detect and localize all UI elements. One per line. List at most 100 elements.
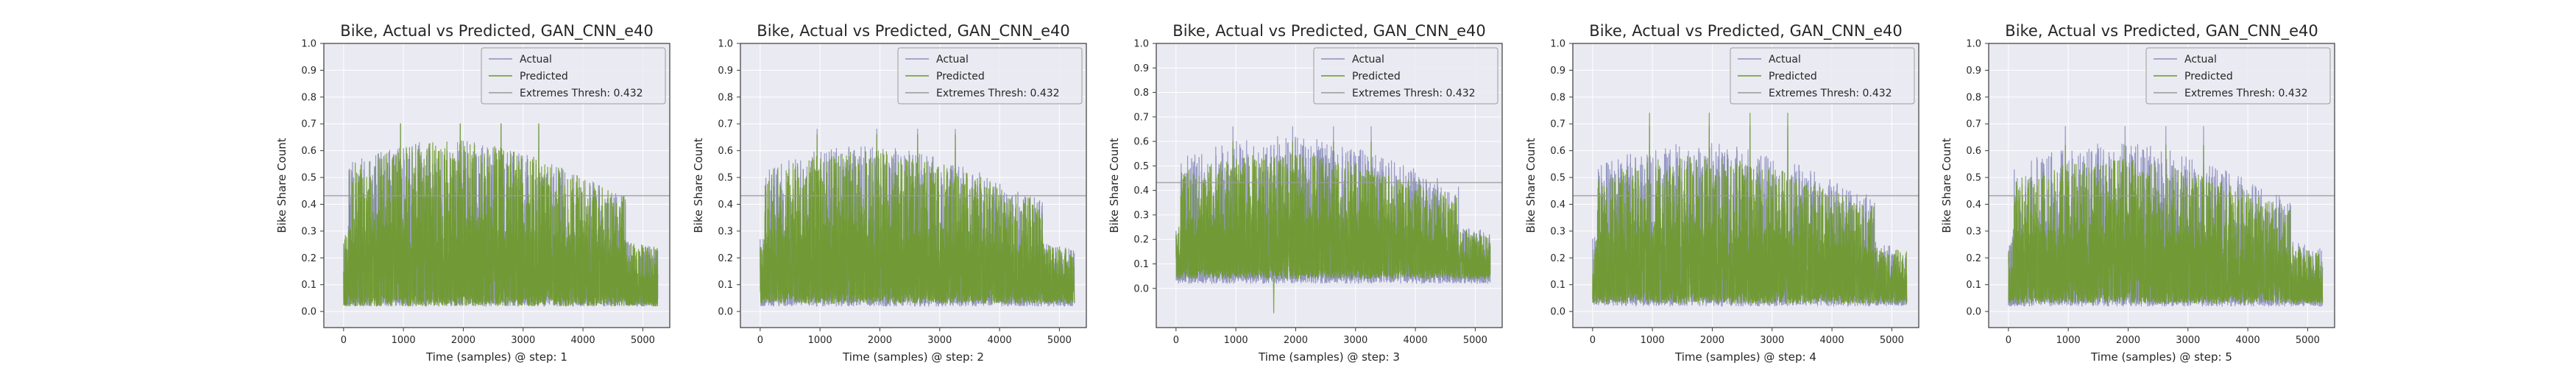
legend: Actual Predicted Extremes Thresh: 0.432 bbox=[1313, 47, 1498, 105]
predicted-series-line bbox=[760, 134, 1075, 304]
y-tick-label: 1.0 bbox=[301, 39, 316, 50]
y-tick-label: 0.3 bbox=[1133, 210, 1149, 221]
tick-labels: 0.0 0.1 0.2 0.3 0.4 0.5 0.6 0.7 0.8 0.9 1.0 0 1000 20… bbox=[1966, 39, 2320, 347]
predicted-series-line bbox=[343, 123, 659, 307]
y-tick-label: 0.5 bbox=[718, 173, 733, 184]
chart-title: Bike, Actual vs Predicted, GAN_CNN_e40 bbox=[757, 22, 1069, 40]
y-axis-label: Bike Share Count bbox=[275, 138, 289, 233]
x-tick-label: 3000 bbox=[1343, 335, 1367, 346]
chart-title: Bike, Actual vs Predicted, GAN_CNN_e40 bbox=[1172, 22, 1485, 40]
x-tick-label: 1000 bbox=[2056, 335, 2081, 346]
y-tick-label: 0.9 bbox=[1133, 63, 1149, 74]
x-tick-label: 1000 bbox=[1224, 335, 1248, 346]
legend-box bbox=[1313, 47, 1498, 105]
tick-labels: 0.0 0.1 0.2 0.3 0.4 0.5 0.6 0.7 0.8 0.9 1.0 0 1000 20… bbox=[718, 39, 1072, 347]
y-tick-label: 0.3 bbox=[1550, 226, 1565, 237]
y-tick-label: 0.8 bbox=[1550, 92, 1565, 103]
legend-predicted-label: Predicted bbox=[1352, 71, 1401, 82]
y-tick-label: 0.9 bbox=[301, 66, 316, 77]
legend-actual-label: Actual bbox=[936, 54, 969, 66]
axes-frame bbox=[1156, 43, 1503, 328]
axes-frame bbox=[1988, 43, 2335, 328]
chart-panel-2: 0.0 0.1 0.2 0.3 0.4 0.5 0.6 0.7 0.8 0.9 1.0 0 1000 20… bbox=[692, 22, 1087, 364]
tick-labels: 0.0 0.1 0.2 0.3 0.4 0.5 0.6 0.7 0.8 0.9 1.0 0 1000 20… bbox=[301, 39, 655, 347]
axes-frame bbox=[1572, 43, 1919, 328]
y-tick-label: 0.1 bbox=[1966, 280, 1981, 291]
y-tick-label: 1.0 bbox=[1133, 39, 1149, 50]
legend-threshold-label: Extremes Thresh: 0.432 bbox=[2184, 88, 2308, 99]
y-tick-label: 0.1 bbox=[1133, 259, 1149, 270]
x-tick-label: 4000 bbox=[1404, 335, 1428, 346]
y-tick-label: 1.0 bbox=[1550, 39, 1565, 50]
y-axis-label: Bike Share Count bbox=[1108, 138, 1121, 233]
legend-threshold-label: Extremes Thresh: 0.432 bbox=[1769, 88, 1892, 99]
y-tick-label: 0.4 bbox=[718, 199, 733, 211]
x-axis-label: Time (samples) @ step: 1 bbox=[425, 350, 567, 364]
x-tick-label: 1000 bbox=[808, 335, 832, 346]
legend-box bbox=[897, 47, 1083, 105]
x-tick-label: 5000 bbox=[1047, 335, 1072, 346]
x-tick-label: 5000 bbox=[631, 335, 655, 346]
y-tick-label: 0.6 bbox=[1133, 137, 1149, 148]
y-tick-label: 0.7 bbox=[301, 119, 316, 130]
data-series bbox=[1592, 113, 1908, 307]
x-tick-label: 0 bbox=[1173, 335, 1179, 346]
y-tick-label: 0.3 bbox=[1966, 226, 1981, 237]
y-tick-label: 0.0 bbox=[1550, 307, 1565, 318]
legend-predicted-label: Predicted bbox=[936, 71, 985, 82]
x-tick-label: 3000 bbox=[2176, 335, 2200, 346]
legend-box bbox=[481, 47, 666, 105]
y-tick-label: 0.3 bbox=[301, 226, 316, 237]
x-tick-label: 3000 bbox=[927, 335, 952, 346]
x-tick-label: 0 bbox=[1590, 335, 1596, 346]
y-tick-label: 0.2 bbox=[1550, 253, 1565, 264]
x-tick-label: 2000 bbox=[2116, 335, 2140, 346]
x-tick-label: 5000 bbox=[2296, 335, 2320, 346]
chart-panel-4: 0.0 0.1 0.2 0.3 0.4 0.5 0.6 0.7 0.8 0.9 1.0 0 1000 20… bbox=[1524, 22, 1919, 364]
predicted-series-line bbox=[2008, 144, 2324, 304]
x-axis-label: Time (samples) @ step: 5 bbox=[2090, 350, 2232, 364]
y-tick-label: 0.1 bbox=[718, 280, 733, 291]
legend-box bbox=[1730, 47, 1915, 105]
x-tick-label: 5000 bbox=[1463, 335, 1487, 346]
legend: Actual Predicted Extremes Thresh: 0.432 bbox=[897, 47, 1083, 105]
y-axis-label: Bike Share Count bbox=[692, 138, 705, 233]
y-tick-label: 0.2 bbox=[301, 253, 316, 264]
y-tick-label: 0.4 bbox=[1966, 199, 1981, 211]
y-tick-label: 0.4 bbox=[1133, 186, 1149, 197]
tick-labels: 0.0 0.1 0.2 0.3 0.4 0.5 0.6 0.7 0.8 0.9 1.0 0 1000 20… bbox=[1133, 39, 1487, 347]
y-tick-label: 0.7 bbox=[1966, 119, 1981, 130]
x-axis-label: Time (samples) @ step: 2 bbox=[842, 350, 984, 364]
y-tick-label: 0.0 bbox=[1966, 307, 1981, 318]
y-tick-label: 0.2 bbox=[1966, 253, 1981, 264]
y-tick-label: 0.2 bbox=[718, 253, 733, 264]
legend-predicted-label: Predicted bbox=[2184, 71, 2233, 82]
predicted-series-line bbox=[1592, 113, 1908, 304]
y-tick-label: 0.0 bbox=[718, 307, 733, 318]
y-tick-label: 1.0 bbox=[718, 39, 733, 50]
chart-panel-1: 0.0 0.1 0.2 0.3 0.4 0.5 0.6 0.7 0.8 0.9 1.0 0 1000 20… bbox=[275, 22, 670, 364]
x-tick-label: 2000 bbox=[868, 335, 892, 346]
y-tick-label: 0.4 bbox=[301, 199, 316, 211]
y-tick-label: 0.5 bbox=[301, 173, 316, 184]
legend-threshold-label: Extremes Thresh: 0.432 bbox=[1352, 88, 1476, 99]
y-tick-label: 0.9 bbox=[1550, 66, 1565, 77]
tick-labels: 0.0 0.1 0.2 0.3 0.4 0.5 0.6 0.7 0.8 0.9 1.0 0 1000 20… bbox=[1550, 39, 1904, 347]
y-axis-label: Bike Share Count bbox=[1940, 138, 1953, 233]
y-tick-label: 0.7 bbox=[1133, 112, 1149, 123]
y-tick-label: 0.5 bbox=[1550, 173, 1565, 184]
x-tick-label: 4000 bbox=[2236, 335, 2260, 346]
y-tick-label: 1.0 bbox=[1966, 39, 1981, 50]
x-tick-label: 4000 bbox=[988, 335, 1012, 346]
data-series bbox=[2008, 126, 2324, 307]
data-series bbox=[343, 123, 659, 307]
x-tick-label: 0 bbox=[2006, 335, 2011, 346]
y-tick-label: 0.1 bbox=[1550, 280, 1565, 291]
x-axis-label: Time (samples) @ step: 3 bbox=[1258, 350, 1400, 364]
chart-panel-5: 0.0 0.1 0.2 0.3 0.4 0.5 0.6 0.7 0.8 0.9 1.0 0 1000 20… bbox=[1940, 22, 2335, 364]
axes-frame bbox=[740, 43, 1087, 328]
y-tick-label: 0.9 bbox=[1966, 66, 1981, 77]
chart-panel-3: 0.0 0.1 0.2 0.3 0.4 0.5 0.6 0.7 0.8 0.9 1.0 0 1000 20… bbox=[1108, 22, 1503, 364]
chart-title: Bike, Actual vs Predicted, GAN_CNN_e40 bbox=[1589, 22, 1902, 40]
